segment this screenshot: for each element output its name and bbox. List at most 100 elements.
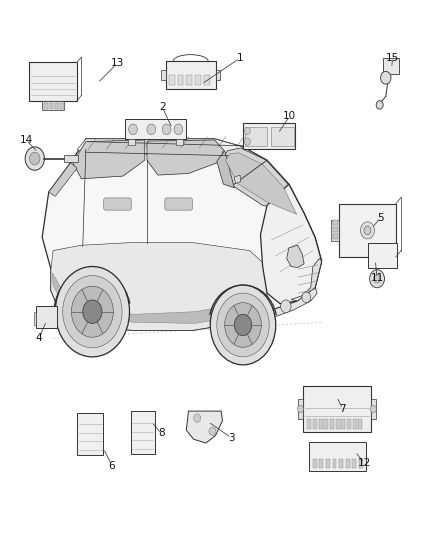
FancyBboxPatch shape bbox=[125, 119, 186, 140]
Circle shape bbox=[55, 266, 130, 357]
Circle shape bbox=[360, 222, 374, 239]
Text: 7: 7 bbox=[339, 404, 346, 414]
Text: 11: 11 bbox=[371, 273, 384, 283]
FancyBboxPatch shape bbox=[352, 459, 356, 469]
FancyBboxPatch shape bbox=[326, 459, 330, 469]
FancyBboxPatch shape bbox=[339, 204, 396, 257]
Circle shape bbox=[162, 124, 171, 135]
FancyBboxPatch shape bbox=[104, 198, 131, 210]
Polygon shape bbox=[234, 175, 241, 183]
FancyBboxPatch shape bbox=[166, 61, 216, 89]
FancyBboxPatch shape bbox=[331, 220, 339, 241]
Text: 3: 3 bbox=[228, 433, 234, 443]
FancyBboxPatch shape bbox=[34, 312, 36, 325]
Circle shape bbox=[370, 270, 385, 288]
Polygon shape bbox=[73, 140, 145, 179]
FancyBboxPatch shape bbox=[298, 399, 303, 418]
FancyBboxPatch shape bbox=[325, 418, 328, 429]
Circle shape bbox=[29, 152, 40, 165]
Polygon shape bbox=[147, 140, 223, 175]
Polygon shape bbox=[221, 148, 303, 214]
Circle shape bbox=[71, 286, 113, 337]
Text: 6: 6 bbox=[109, 461, 115, 471]
Circle shape bbox=[374, 274, 381, 283]
FancyBboxPatch shape bbox=[29, 62, 77, 101]
FancyBboxPatch shape bbox=[165, 198, 192, 210]
FancyBboxPatch shape bbox=[64, 156, 78, 162]
Text: 5: 5 bbox=[377, 213, 384, 223]
FancyBboxPatch shape bbox=[60, 103, 64, 109]
Circle shape bbox=[225, 303, 261, 348]
FancyBboxPatch shape bbox=[347, 418, 351, 429]
Circle shape bbox=[302, 292, 311, 303]
Text: 12: 12 bbox=[357, 458, 371, 468]
Text: 15: 15 bbox=[386, 53, 399, 63]
Polygon shape bbox=[49, 163, 77, 196]
Polygon shape bbox=[77, 139, 243, 158]
Circle shape bbox=[210, 285, 276, 365]
FancyBboxPatch shape bbox=[195, 75, 201, 85]
Text: 14: 14 bbox=[19, 135, 33, 145]
FancyBboxPatch shape bbox=[176, 140, 183, 145]
Text: 1: 1 bbox=[237, 53, 243, 63]
FancyBboxPatch shape bbox=[161, 70, 166, 80]
FancyBboxPatch shape bbox=[44, 103, 48, 109]
Circle shape bbox=[147, 124, 155, 135]
Circle shape bbox=[234, 314, 252, 336]
FancyBboxPatch shape bbox=[204, 75, 210, 85]
Circle shape bbox=[370, 405, 376, 413]
Circle shape bbox=[25, 147, 44, 170]
FancyBboxPatch shape bbox=[187, 75, 192, 85]
Polygon shape bbox=[186, 411, 223, 443]
FancyBboxPatch shape bbox=[77, 413, 103, 455]
FancyBboxPatch shape bbox=[342, 418, 346, 429]
FancyBboxPatch shape bbox=[36, 306, 57, 328]
FancyBboxPatch shape bbox=[368, 243, 397, 268]
FancyBboxPatch shape bbox=[319, 459, 323, 469]
Polygon shape bbox=[267, 288, 317, 320]
Polygon shape bbox=[261, 184, 321, 304]
FancyBboxPatch shape bbox=[339, 459, 343, 469]
Circle shape bbox=[281, 300, 291, 313]
FancyBboxPatch shape bbox=[309, 442, 366, 471]
Text: 13: 13 bbox=[111, 58, 124, 68]
FancyBboxPatch shape bbox=[42, 101, 64, 110]
FancyBboxPatch shape bbox=[307, 418, 311, 429]
FancyBboxPatch shape bbox=[358, 418, 362, 429]
FancyBboxPatch shape bbox=[383, 58, 399, 74]
FancyBboxPatch shape bbox=[216, 70, 220, 80]
Polygon shape bbox=[217, 151, 234, 188]
Polygon shape bbox=[287, 245, 304, 268]
FancyBboxPatch shape bbox=[313, 418, 317, 429]
Polygon shape bbox=[51, 243, 267, 330]
FancyBboxPatch shape bbox=[313, 459, 317, 469]
Circle shape bbox=[217, 293, 269, 357]
Circle shape bbox=[63, 276, 122, 348]
Polygon shape bbox=[291, 259, 321, 301]
Polygon shape bbox=[42, 139, 321, 330]
FancyBboxPatch shape bbox=[128, 140, 135, 145]
FancyBboxPatch shape bbox=[131, 410, 155, 454]
FancyBboxPatch shape bbox=[353, 418, 357, 429]
Circle shape bbox=[381, 71, 391, 84]
Circle shape bbox=[244, 127, 251, 135]
Text: 2: 2 bbox=[159, 102, 166, 112]
FancyBboxPatch shape bbox=[359, 459, 363, 469]
FancyBboxPatch shape bbox=[332, 227, 338, 232]
Circle shape bbox=[129, 124, 138, 135]
Circle shape bbox=[297, 405, 304, 413]
FancyBboxPatch shape bbox=[55, 103, 58, 109]
FancyBboxPatch shape bbox=[332, 234, 338, 239]
Circle shape bbox=[364, 226, 371, 235]
FancyBboxPatch shape bbox=[319, 418, 323, 429]
Text: 8: 8 bbox=[158, 429, 165, 439]
Text: 10: 10 bbox=[283, 111, 296, 121]
Polygon shape bbox=[226, 153, 297, 214]
FancyBboxPatch shape bbox=[169, 75, 175, 85]
FancyBboxPatch shape bbox=[330, 418, 334, 429]
Circle shape bbox=[194, 414, 201, 422]
FancyBboxPatch shape bbox=[178, 75, 184, 85]
FancyBboxPatch shape bbox=[336, 418, 340, 429]
FancyBboxPatch shape bbox=[303, 385, 371, 432]
Circle shape bbox=[376, 101, 383, 109]
